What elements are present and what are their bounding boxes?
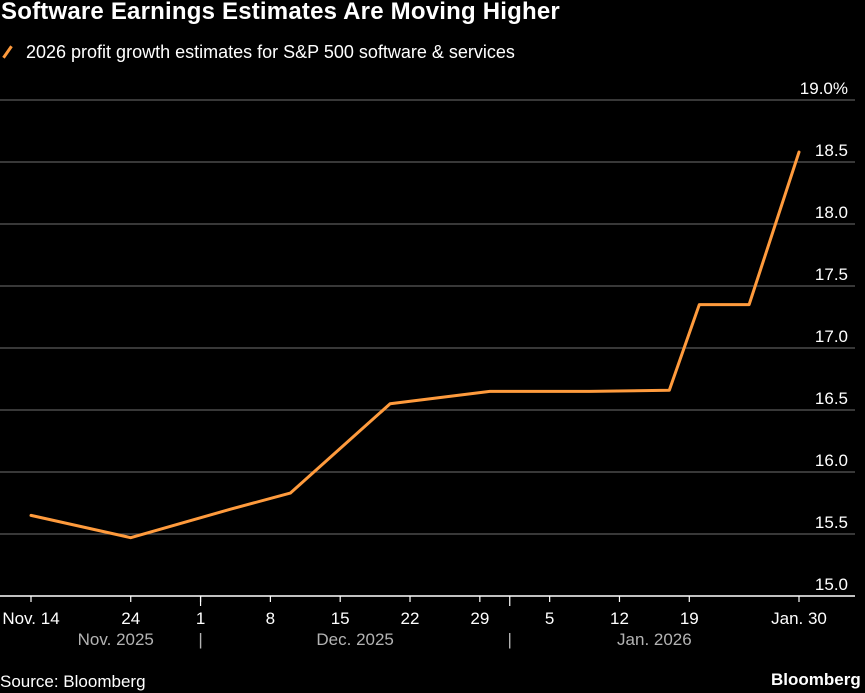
chart-title: Software Earnings Estimates Are Moving H… bbox=[1, 0, 560, 25]
x-tick-label: Nov. 14 bbox=[2, 609, 59, 628]
brand-logo-text: Bloomberg bbox=[771, 670, 861, 689]
y-tick-label: 17.5 bbox=[815, 265, 848, 284]
x-tick-label: 5 bbox=[545, 609, 554, 628]
x-tick-label: 19 bbox=[680, 609, 699, 628]
y-tick-label: 19.0% bbox=[800, 79, 848, 98]
y-tick-label: 16.0 bbox=[815, 451, 848, 470]
x-tick-label: 24 bbox=[121, 609, 140, 628]
y-tick-label: 17.0 bbox=[815, 327, 848, 346]
x-tick-label: 1 bbox=[196, 609, 205, 628]
y-tick-label: 15.5 bbox=[815, 513, 848, 532]
month-labels: | | Nov. 2025 Dec. 2025 Jan. 2026 bbox=[78, 596, 692, 649]
legend-label: 2026 profit growth estimates for S&P 500… bbox=[26, 42, 515, 62]
y-tick-label: 18.0 bbox=[815, 203, 848, 222]
month-separator: | bbox=[508, 630, 512, 649]
x-tick-label: Jan. 30 bbox=[771, 609, 827, 628]
x-axis: Nov. 14 24 1 8 15 22 29 5 12 19 Jan. 30 bbox=[0, 595, 855, 628]
x-tick-label: 15 bbox=[331, 609, 350, 628]
y-tick-label: 16.5 bbox=[815, 389, 848, 408]
series-line bbox=[29, 150, 801, 540]
x-tick-label: 12 bbox=[610, 609, 629, 628]
gridlines bbox=[0, 99, 855, 535]
month-label: Nov. 2025 bbox=[78, 630, 154, 649]
source-note: Source: Bloomberg bbox=[0, 672, 146, 691]
x-tick-label: 29 bbox=[470, 609, 489, 628]
month-separator: | bbox=[198, 630, 202, 649]
y-axis-ticks: 19.0% 18.5 18.0 17.5 17.0 16.5 16.0 15.5 15.0 bbox=[800, 79, 848, 594]
y-tick-label: 15.0 bbox=[815, 575, 848, 594]
x-tick-label: 22 bbox=[401, 609, 420, 628]
y-tick-label: 18.5 bbox=[815, 141, 848, 160]
month-label: Dec. 2025 bbox=[316, 630, 394, 649]
series-lines bbox=[29, 150, 801, 540]
x-tick-label: 8 bbox=[266, 609, 275, 628]
chart-area: 19.0% 18.5 18.0 17.5 17.0 16.5 16.0 15.5 15.0 No… bbox=[0, 79, 855, 649]
month-label: Jan. 2026 bbox=[617, 630, 692, 649]
